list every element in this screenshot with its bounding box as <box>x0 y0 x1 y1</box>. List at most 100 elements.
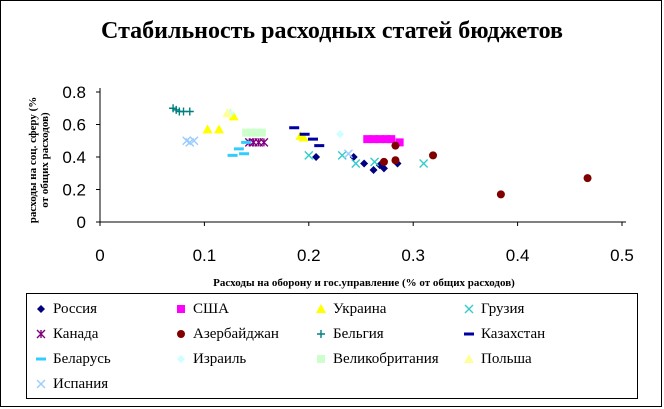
y-tick-label: 0.6 <box>62 116 86 135</box>
legend-item: США <box>173 298 229 320</box>
data-point <box>307 137 318 141</box>
legend-label: Испания <box>53 375 109 392</box>
data-point <box>239 152 250 156</box>
data-point <box>375 135 384 144</box>
data-point <box>202 124 213 134</box>
data-point <box>227 153 238 157</box>
legend-item: Беларусь <box>33 348 111 370</box>
legend-marker <box>36 329 46 339</box>
series-7 <box>169 104 194 116</box>
x-tick-label: 0.2 <box>297 246 321 265</box>
data-point <box>233 147 244 151</box>
data-point <box>241 140 252 144</box>
data-point <box>312 153 321 161</box>
series-8 <box>289 126 325 148</box>
data-point <box>257 128 266 137</box>
legend-marker <box>36 379 46 389</box>
legend-item: Грузия <box>461 298 524 320</box>
data-point <box>189 136 199 146</box>
data-point <box>185 107 194 116</box>
data-point <box>379 164 388 173</box>
x-tick-label: 0.3 <box>401 246 425 265</box>
data-point <box>382 135 391 144</box>
legend-label: Бельгия <box>333 325 384 342</box>
data-point <box>395 138 404 147</box>
legend-item: Россия <box>33 298 97 320</box>
legend-label: Грузия <box>481 300 525 317</box>
legend-marker <box>37 305 45 313</box>
legend-label: Украина <box>333 300 387 317</box>
x-tick-label: 0 <box>95 246 104 265</box>
legend-marker <box>177 330 185 338</box>
tick-labels: 0 0.1 0.2 0.3 0.4 0.5 0 0.2 0.4 0.6 0.8 <box>62 83 633 265</box>
legend-label: Казахстан <box>481 325 546 342</box>
data-point <box>419 159 429 168</box>
series-13 <box>182 136 353 159</box>
data-point <box>222 108 233 118</box>
legend-item: Украина <box>313 298 386 320</box>
legend-marker <box>464 304 474 314</box>
legend-label: Израиль <box>193 350 247 367</box>
y-axis-label-line-1: рaсходы на соц. сферу (% <box>27 97 39 223</box>
data-point <box>247 128 256 137</box>
data-point <box>343 149 353 159</box>
data-points <box>169 104 592 199</box>
data-point <box>336 130 345 139</box>
legend-label: Великобритания <box>333 350 439 367</box>
legend-item: Великобритания <box>313 348 439 370</box>
y-tick-label: 0 <box>77 213 86 232</box>
data-point <box>214 124 225 134</box>
data-point <box>304 150 314 160</box>
data-point <box>351 159 361 168</box>
y-tick-label: 0.2 <box>62 181 86 200</box>
data-point <box>363 135 372 144</box>
x-tick-label: 0.1 <box>193 246 217 265</box>
series-11 <box>242 128 266 137</box>
data-point <box>369 135 378 144</box>
series-2 <box>363 135 404 147</box>
data-point <box>391 141 400 150</box>
y-tick-label: 0.8 <box>62 83 86 102</box>
legend-item: Испания <box>33 373 108 395</box>
data-point <box>289 126 300 130</box>
data-point <box>252 128 261 137</box>
legend-marker <box>317 330 325 338</box>
x-tick-label: 0.4 <box>506 246 530 265</box>
data-point <box>379 157 388 166</box>
legend: Россия США Украина Грузия Канада Азербайджан Б… <box>26 293 638 399</box>
legend-label: Беларусь <box>53 350 111 367</box>
legend-marker <box>36 357 46 361</box>
data-point <box>360 159 369 168</box>
data-point <box>370 157 380 167</box>
x-tick-label: 0.5 <box>610 246 634 265</box>
data-point <box>228 111 239 121</box>
legend-marker <box>177 305 185 313</box>
chart-title: Стабильность расходных статей бюджетов <box>101 18 563 44</box>
scatter-plot: 0 0.1 0.2 0.3 0.4 0.5 0 0.2 0.4 0.6 0.8 Расходы на… <box>27 83 634 289</box>
x-axis-label: Расходы на оборону и гос.управление (% о… <box>213 277 515 289</box>
series-9 <box>227 140 252 157</box>
legend-item: Казахстан <box>461 323 545 345</box>
data-point <box>496 190 505 199</box>
legend-label: Канада <box>53 325 99 342</box>
data-point <box>429 151 438 160</box>
data-point <box>369 166 378 174</box>
legend-item: Канада <box>33 323 98 345</box>
data-point <box>298 132 309 142</box>
data-point <box>242 128 251 137</box>
legend-label: США <box>193 300 229 317</box>
y-tick-label: 0.4 <box>62 148 86 167</box>
data-point <box>583 174 592 183</box>
legend-label: Польша <box>481 350 532 367</box>
data-point <box>259 137 269 147</box>
data-point <box>314 144 325 148</box>
series-1 <box>312 153 402 174</box>
legend-marker <box>464 332 474 336</box>
data-point <box>299 132 310 136</box>
legend-label: Россия <box>53 300 98 317</box>
series-12 <box>222 108 233 118</box>
legend-marker <box>177 355 185 363</box>
data-point <box>349 153 358 161</box>
legend-marker <box>317 355 325 363</box>
legend-item: Азербайджан <box>173 323 279 345</box>
